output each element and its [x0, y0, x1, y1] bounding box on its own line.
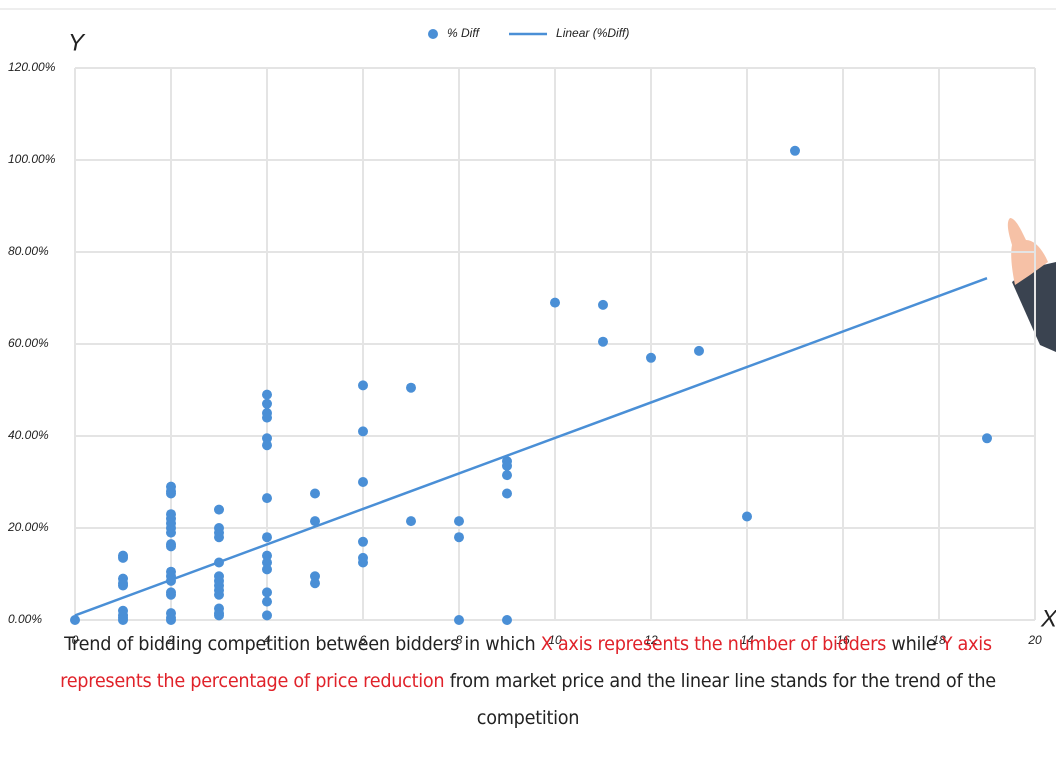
point	[550, 297, 560, 308]
point	[454, 532, 464, 543]
point	[358, 380, 368, 391]
point	[262, 412, 272, 423]
point	[262, 389, 272, 400]
caption-segment: while	[886, 633, 942, 655]
legend: % Diff Linear (%Diff)	[428, 26, 629, 40]
caption-segment: Trend of bidding competition between bid…	[64, 633, 541, 655]
point	[262, 557, 272, 568]
point	[502, 470, 512, 481]
point	[598, 299, 608, 310]
y-tick-label: 100.00%	[8, 152, 56, 166]
x-tick-label: 18	[932, 633, 946, 647]
x-tick-label: 16	[836, 633, 850, 647]
x-tick-label: 14	[740, 633, 754, 647]
caption: Trend of bidding competition between bid…	[56, 626, 1001, 737]
x-tick-label: 12	[644, 633, 658, 647]
point	[262, 440, 272, 451]
point	[214, 504, 224, 515]
point	[214, 589, 224, 600]
point	[262, 398, 272, 409]
caption-segment: X axis represents the number of bidders	[540, 633, 887, 655]
y-tick-label: 120.00%	[8, 60, 56, 74]
x-tick-label: 0	[72, 633, 79, 647]
x-tick-label: 20	[1027, 633, 1042, 647]
y-tick-label: 40.00%	[8, 428, 49, 442]
point	[358, 477, 368, 487]
x-tick-label: 10	[548, 633, 562, 647]
point	[118, 615, 128, 625]
point	[742, 511, 752, 522]
trend-line	[74, 277, 988, 617]
point	[358, 536, 368, 547]
point	[310, 488, 320, 499]
point	[262, 550, 272, 561]
point	[598, 336, 608, 347]
point	[502, 488, 512, 499]
point	[646, 352, 656, 363]
point	[358, 557, 368, 568]
point	[454, 516, 464, 527]
point	[262, 587, 272, 598]
point	[502, 615, 512, 625]
x-tick-label: 8	[456, 633, 463, 647]
point	[262, 433, 272, 444]
point	[406, 516, 416, 527]
point	[166, 527, 176, 538]
legend-label: Linear (%Diff)	[556, 26, 629, 40]
point	[166, 589, 176, 600]
point	[694, 345, 704, 356]
y-tick-label: 20.00%	[7, 520, 49, 534]
legend-marker	[428, 29, 438, 39]
point	[310, 516, 320, 527]
x-axis-title: X	[1040, 605, 1056, 632]
point	[118, 552, 128, 563]
point	[118, 580, 128, 591]
point	[262, 610, 272, 621]
y-axis-title: Y	[68, 29, 86, 56]
point	[262, 596, 272, 607]
chart: Y X 0.00% 20.00% 40.00% 60.00% 80.00% 100.00%…	[0, 8, 1056, 647]
point	[166, 541, 176, 552]
point	[358, 426, 368, 437]
hand	[1007, 218, 1056, 352]
point	[502, 460, 512, 471]
point	[166, 615, 176, 625]
point	[262, 493, 272, 504]
point	[454, 615, 464, 625]
y-tick-label: 60.00%	[8, 336, 49, 350]
point	[166, 488, 176, 499]
y-tick-label: 0.00%	[8, 612, 42, 626]
legend-label: % Diff	[447, 26, 481, 40]
caption-segment: Y axis represents the percentage of pric…	[60, 633, 992, 692]
x-tick-label: 4	[264, 633, 271, 647]
point	[406, 382, 416, 393]
point	[310, 578, 320, 589]
x-tick-label: 2	[167, 633, 175, 647]
point	[214, 532, 224, 543]
point	[790, 145, 800, 156]
point	[214, 610, 224, 621]
caption-segment: from market price and the linear line st…	[444, 670, 996, 729]
y-tick-label: 80.00%	[8, 244, 49, 258]
point	[262, 564, 272, 575]
point	[70, 615, 80, 625]
point	[262, 532, 272, 543]
point	[310, 571, 320, 582]
x-tick-label: 6	[360, 633, 367, 647]
point	[982, 433, 992, 444]
